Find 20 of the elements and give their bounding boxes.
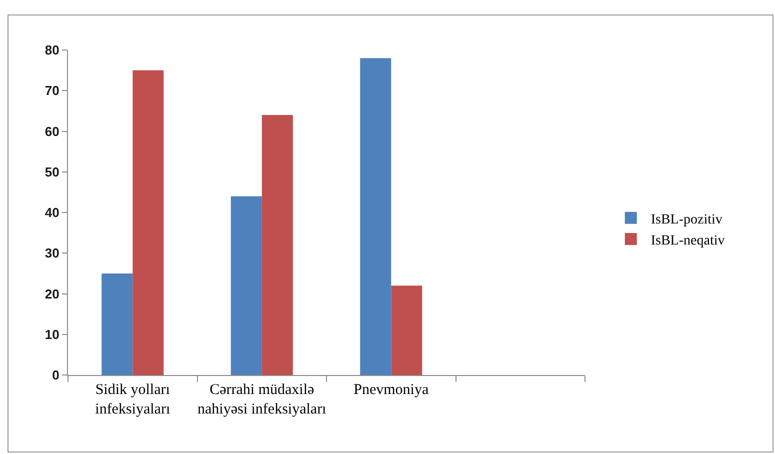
y-tick-label: 30 — [44, 246, 60, 261]
bar — [391, 286, 422, 375]
x-tick-label: Cərrahi müdaxilə nahiyəsi infeksiyaları — [198, 382, 326, 418]
y-tick-label: 50 — [44, 164, 60, 180]
legend-label: IsBL-pozitiv — [650, 212, 722, 228]
x-tick-label: Pnevmoniya — [354, 382, 429, 398]
y-tick-label: 40 — [44, 205, 60, 220]
x-tick-label: Sidik yolları infeksiyaları — [95, 382, 170, 418]
legend-label: IsBL-neqativ — [650, 234, 725, 249]
y-tick-label: 60 — [44, 124, 60, 139]
bar — [230, 196, 262, 375]
y-tick-label: 70 — [44, 83, 60, 98]
y-tick-label: 80 — [44, 42, 60, 58]
y-tick-label: 0 — [52, 368, 60, 383]
bar — [262, 115, 293, 375]
bar — [360, 58, 392, 375]
y-tick-label: 10 — [44, 326, 60, 342]
y-tick-label: 20 — [44, 286, 60, 302]
bar — [132, 70, 164, 375]
bar — [102, 273, 133, 375]
